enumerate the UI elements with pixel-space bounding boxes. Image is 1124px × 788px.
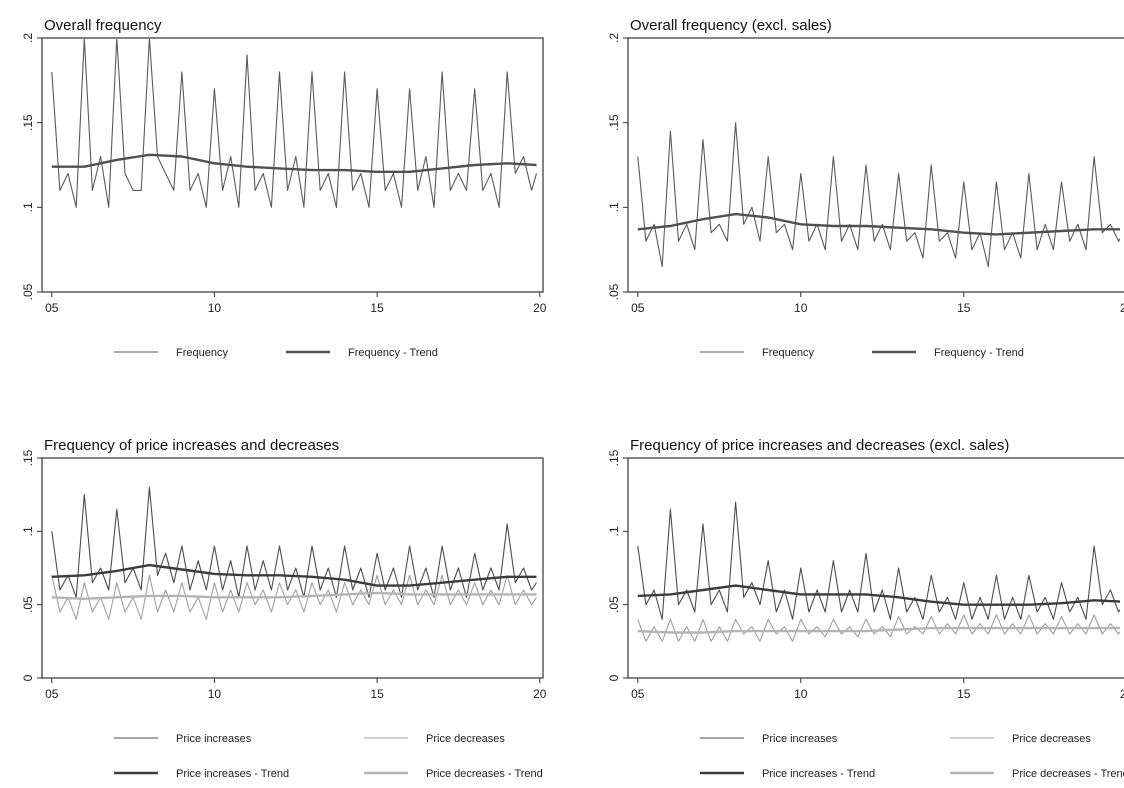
legend-label: Price increases - Trend [762, 768, 875, 780]
x-tick-label: 10 [794, 687, 808, 701]
y-tick-label: .05 [607, 596, 621, 613]
x-tick-label: 05 [631, 301, 645, 315]
legend-label: Frequency - Trend [348, 347, 438, 359]
legend-label: Frequency [762, 347, 814, 359]
series-line-1 [637, 122, 1120, 268]
legend-label: Price decreases [426, 733, 505, 745]
series-line-2 [51, 153, 537, 174]
chart-panel-2: Overall frequency (excl. sales) 05 10 15 20.… [607, 17, 1124, 359]
chart-title: Frequency of price increases and decreas… [630, 437, 1009, 454]
x-tick-label: 05 [45, 301, 59, 315]
x-tick-label: 20 [1120, 687, 1124, 701]
x-tick-label: 05 [631, 687, 645, 701]
legend-label: Price decreases - Trend [426, 768, 543, 780]
y-tick-label: .2 [607, 33, 621, 43]
legend-label: Price increases - Trend [176, 768, 289, 780]
y-tick-label: .2 [21, 33, 35, 43]
x-tick-label: 20 [1120, 301, 1124, 315]
chart-title: Frequency of price increases and decreas… [44, 437, 339, 454]
y-tick-label: .15 [607, 449, 621, 466]
x-tick-label: 10 [794, 301, 808, 315]
series-line-4 [637, 626, 1120, 634]
x-tick-label: 15 [957, 687, 971, 701]
x-tick-label: 05 [45, 687, 59, 701]
chart-panel-1: Overall frequency 05 10 15 20 .05 .1 .15 .2 Frequ… [21, 17, 547, 359]
y-tick-label: .05 [607, 283, 621, 300]
series-line-1 [637, 501, 1120, 620]
legend-label: Price decreases [1012, 733, 1091, 745]
y-tick-label: .1 [21, 202, 35, 212]
x-tick-label: 15 [370, 301, 384, 315]
chart-panel-3: Frequency of price increases and decreas… [21, 437, 547, 780]
y-tick-label: .1 [607, 202, 621, 212]
x-tick-label: 20 [533, 687, 547, 701]
y-tick-label: .15 [21, 449, 35, 466]
chart-panel-4: Frequency of price increases and decreas… [607, 437, 1124, 780]
y-tick-label: 0 [607, 674, 621, 681]
chart-title: Overall frequency (excl. sales) [630, 17, 832, 34]
plot-area [41, 37, 544, 293]
y-tick-label: 0 [21, 674, 35, 681]
y-tick-label: .15 [21, 114, 35, 131]
series-line-3 [51, 563, 537, 587]
series-line-2 [637, 212, 1120, 236]
y-tick-label: .05 [21, 283, 35, 300]
legend-label: Frequency [176, 347, 228, 359]
legend-label: Frequency - Trend [934, 347, 1024, 359]
legend-label: Price decreases - Trend [1012, 768, 1124, 780]
x-tick-label: 10 [208, 687, 222, 701]
x-tick-label: 20 [533, 301, 547, 315]
chart-title: Overall frequency [44, 17, 162, 34]
plot-area [41, 457, 544, 679]
plot-area [627, 457, 1124, 679]
x-tick-label: 15 [957, 301, 971, 315]
y-tick-label: .15 [607, 114, 621, 131]
legend-label: Price increases [176, 733, 252, 745]
series-line-4 [51, 591, 537, 600]
legend-label: Price increases [762, 733, 838, 745]
series-line-1 [51, 39, 538, 208]
x-tick-label: 15 [370, 687, 384, 701]
x-tick-label: 10 [208, 301, 222, 315]
plot-area [627, 37, 1124, 293]
y-tick-label: .05 [21, 596, 35, 613]
series-line-2 [637, 614, 1120, 642]
y-tick-label: .1 [607, 526, 621, 536]
series-line-3 [637, 584, 1120, 606]
y-tick-label: .1 [21, 526, 35, 536]
